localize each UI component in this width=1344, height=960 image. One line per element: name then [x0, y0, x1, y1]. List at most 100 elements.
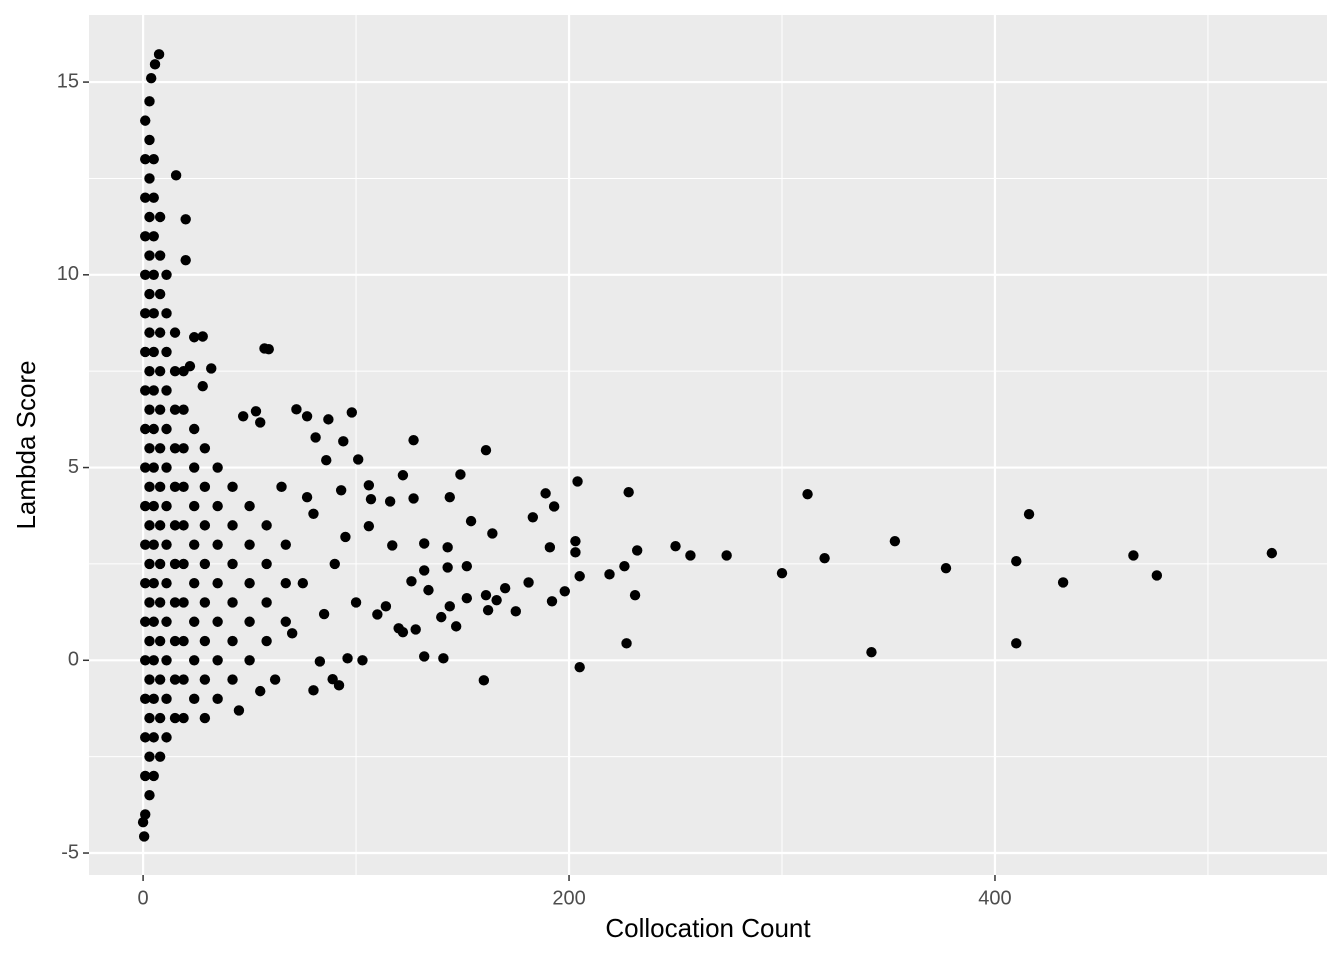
- point: [423, 584, 434, 596]
- point: [189, 655, 200, 666]
- point: [436, 611, 447, 623]
- point: [442, 542, 453, 553]
- point: [148, 269, 159, 281]
- point: [318, 608, 330, 620]
- point: [1011, 556, 1022, 567]
- point: [169, 443, 181, 454]
- point: [329, 558, 340, 570]
- point: [478, 675, 490, 686]
- point: [244, 577, 255, 589]
- point: [178, 712, 189, 724]
- point: [148, 231, 159, 242]
- point: [263, 344, 274, 355]
- point: [408, 493, 419, 504]
- point: [169, 712, 181, 724]
- point: [148, 462, 159, 473]
- point: [866, 646, 877, 658]
- y-tick-label: -5: [61, 841, 79, 863]
- point: [154, 404, 166, 415]
- point: [604, 569, 615, 580]
- point: [438, 653, 449, 664]
- point: [154, 674, 166, 685]
- point: [178, 481, 189, 493]
- point: [387, 540, 398, 551]
- x-tick-label: 0: [138, 887, 149, 909]
- point: [244, 500, 255, 512]
- point: [940, 562, 952, 574]
- point: [154, 481, 166, 493]
- point: [480, 589, 492, 601]
- point: [327, 673, 338, 685]
- point: [357, 655, 368, 666]
- point: [199, 712, 211, 724]
- point: [685, 550, 696, 561]
- point: [154, 520, 166, 531]
- point: [510, 606, 521, 617]
- point: [250, 406, 262, 417]
- point: [491, 594, 502, 606]
- point: [212, 539, 223, 550]
- point: [140, 770, 151, 782]
- point: [244, 655, 255, 666]
- point: [138, 831, 150, 842]
- point: [189, 423, 200, 435]
- point: [527, 512, 539, 523]
- point: [570, 547, 581, 558]
- plot-background: [89, 15, 1327, 875]
- point: [323, 414, 334, 425]
- point: [261, 635, 272, 647]
- point: [154, 443, 166, 454]
- point: [301, 411, 313, 422]
- point: [461, 593, 473, 604]
- point: [1023, 508, 1035, 520]
- point: [148, 500, 159, 512]
- point: [161, 308, 172, 319]
- point: [342, 653, 353, 664]
- point: [140, 308, 151, 319]
- point: [169, 481, 181, 493]
- point: [154, 635, 166, 647]
- point: [548, 501, 560, 512]
- point: [227, 635, 238, 647]
- point: [410, 624, 421, 635]
- point: [487, 528, 498, 539]
- point: [455, 469, 466, 480]
- point: [333, 680, 345, 691]
- point: [670, 540, 681, 552]
- point: [161, 577, 172, 589]
- point: [461, 561, 473, 572]
- point: [148, 385, 159, 396]
- point: [144, 250, 155, 261]
- point: [442, 562, 453, 573]
- point: [144, 790, 155, 801]
- point: [140, 192, 151, 203]
- point: [308, 685, 319, 696]
- point: [199, 443, 211, 454]
- point: [212, 462, 223, 473]
- point: [212, 655, 223, 666]
- y-axis-title: Lambda Score: [11, 360, 41, 529]
- point: [365, 493, 377, 505]
- point: [570, 535, 581, 547]
- point: [161, 385, 172, 396]
- point: [154, 751, 166, 762]
- point: [189, 693, 200, 705]
- point: [574, 571, 585, 582]
- point: [161, 616, 172, 627]
- point: [154, 211, 166, 223]
- point: [144, 674, 155, 685]
- point: [261, 597, 272, 608]
- point: [619, 561, 630, 572]
- point: [144, 365, 155, 377]
- point: [154, 327, 166, 338]
- point: [237, 411, 249, 422]
- point: [154, 558, 166, 570]
- point: [144, 597, 155, 608]
- point: [206, 363, 217, 374]
- point: [363, 480, 375, 491]
- point: [148, 539, 159, 550]
- point: [297, 577, 309, 589]
- point: [140, 500, 151, 512]
- point: [419, 538, 430, 549]
- point: [227, 674, 238, 685]
